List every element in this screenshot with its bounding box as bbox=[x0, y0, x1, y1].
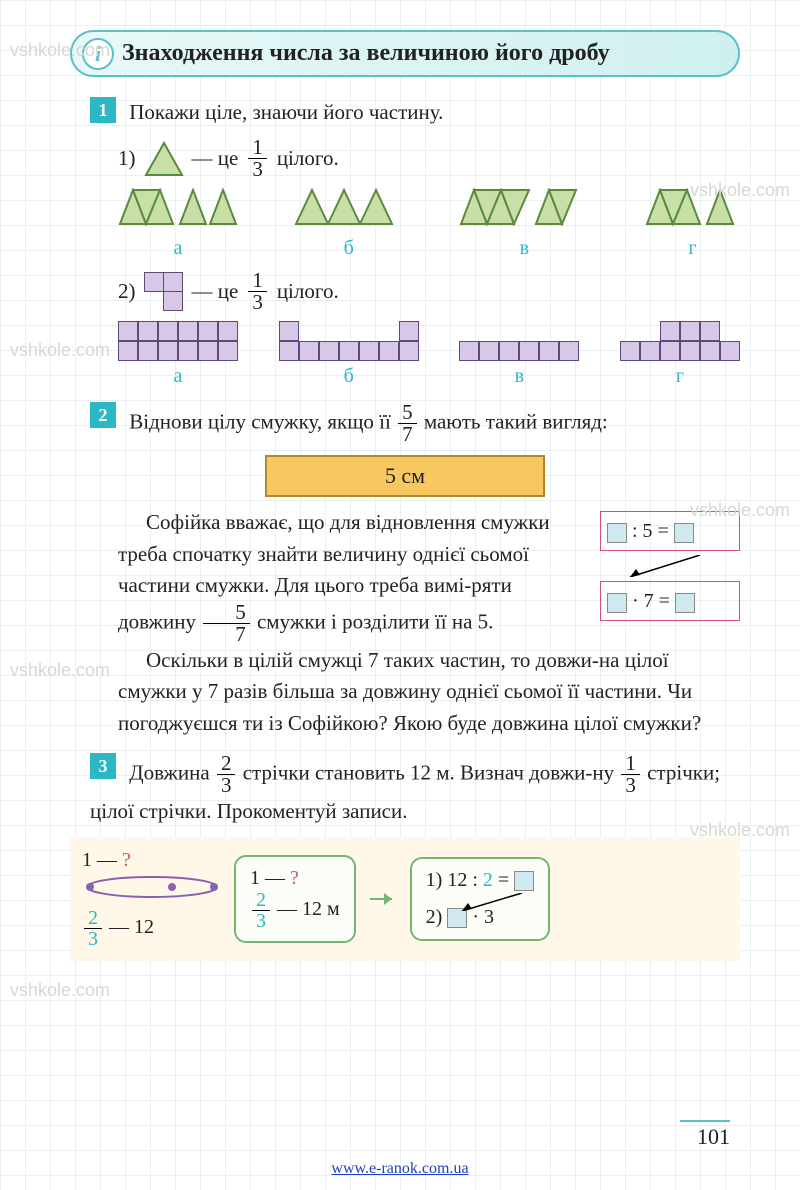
calc1: : 5 = bbox=[632, 520, 669, 542]
label-b2: б bbox=[279, 365, 419, 388]
page-number: 101 bbox=[680, 1120, 730, 1150]
option-a-triangles: а bbox=[118, 188, 238, 260]
watermark: vshkole.com bbox=[10, 980, 110, 1001]
task2-para2: Оскільки в цілій смужці 7 таких частин, … bbox=[118, 645, 740, 740]
task-2-text-a: Віднови цілу смужку, якщо її bbox=[129, 410, 391, 434]
option-c-triangles: в bbox=[459, 188, 589, 260]
frac-d: 3 bbox=[217, 775, 236, 796]
option-b-triangles: б bbox=[294, 188, 404, 260]
option-d-squares: г bbox=[620, 321, 740, 388]
label-a: а bbox=[118, 237, 238, 260]
label-c: в bbox=[459, 237, 589, 260]
part2-suffix: цілого. bbox=[277, 279, 339, 304]
label-d: г bbox=[645, 237, 740, 260]
option-b-squares: б bbox=[279, 321, 419, 388]
side-calculations: : 5 = · 7 = bbox=[600, 507, 740, 625]
strip-5cm: 5 см bbox=[265, 455, 545, 497]
frac-d: 3 bbox=[248, 159, 267, 180]
label-d2: г bbox=[620, 365, 740, 388]
part1-mid: — це bbox=[192, 146, 239, 171]
watermark: vshkole.com bbox=[10, 660, 110, 681]
number-line-icon bbox=[82, 872, 222, 902]
task-number: 2 bbox=[90, 402, 116, 428]
l-shape-icon bbox=[144, 272, 184, 312]
task-3: 3 Довжина 23 стрічки становить 12 м. Виз… bbox=[90, 753, 740, 826]
option-a-squares: а bbox=[118, 321, 238, 388]
frac-d: 7 bbox=[398, 424, 417, 445]
arrow-icon bbox=[368, 879, 398, 919]
lesson-title-banner: i Знаходження числа за величиною його др… bbox=[70, 30, 740, 77]
option-c-squares: в bbox=[459, 341, 579, 388]
part1-prefix: 1) bbox=[118, 146, 136, 171]
task3-diagram: 1 — ? 23 — 12 1 — ? 23 — 12 м 1) 12 : 2 … bbox=[70, 837, 740, 961]
frac-n: 1 bbox=[621, 753, 640, 775]
green-box-2: 1) 12 : 2 = 2) · 3 bbox=[410, 857, 551, 941]
watermark: vshkole.com bbox=[10, 340, 110, 361]
info-icon: i bbox=[82, 38, 114, 70]
calc2: · 7 = bbox=[632, 590, 670, 612]
label-c2: в bbox=[459, 365, 579, 388]
task-number: 3 bbox=[90, 753, 116, 779]
task-2-text-b: мають такий вигляд: bbox=[424, 410, 608, 434]
frac-n: 1 bbox=[248, 270, 267, 292]
task-1: 1 Покажи ціле, знаючи його частину. bbox=[90, 97, 740, 127]
frac-n: 2 bbox=[217, 753, 236, 775]
frac-d: 3 bbox=[621, 775, 640, 796]
task-number: 1 bbox=[90, 97, 116, 123]
green-box-1: 1 — ? 23 — 12 м bbox=[234, 855, 356, 943]
option-d-triangles: г bbox=[645, 188, 740, 260]
part2-prefix: 2) bbox=[118, 279, 136, 304]
task3-text-b: стрічки становить 12 м. Визнач довжи-ну bbox=[243, 761, 614, 785]
frac-d: 3 bbox=[248, 292, 267, 313]
frac-n: 5 bbox=[398, 402, 417, 424]
triangle-icon bbox=[144, 141, 184, 177]
lesson-title: Знаходження числа за величиною його дроб… bbox=[122, 40, 610, 66]
part1-suffix: цілого. bbox=[277, 146, 339, 171]
label-b: б bbox=[294, 237, 404, 260]
part2-mid: — це bbox=[192, 279, 239, 304]
frac-n: 1 bbox=[248, 137, 267, 159]
task3-text-a: Довжина bbox=[129, 761, 209, 785]
label-a2: а bbox=[118, 365, 238, 388]
task-1-text: Покажи ціле, знаючи його частину. bbox=[129, 100, 443, 124]
footer-link[interactable]: www.e-ranok.com.ua bbox=[0, 1160, 800, 1178]
task-2: 2 Віднови цілу смужку, якщо її 57 мають … bbox=[90, 402, 740, 445]
